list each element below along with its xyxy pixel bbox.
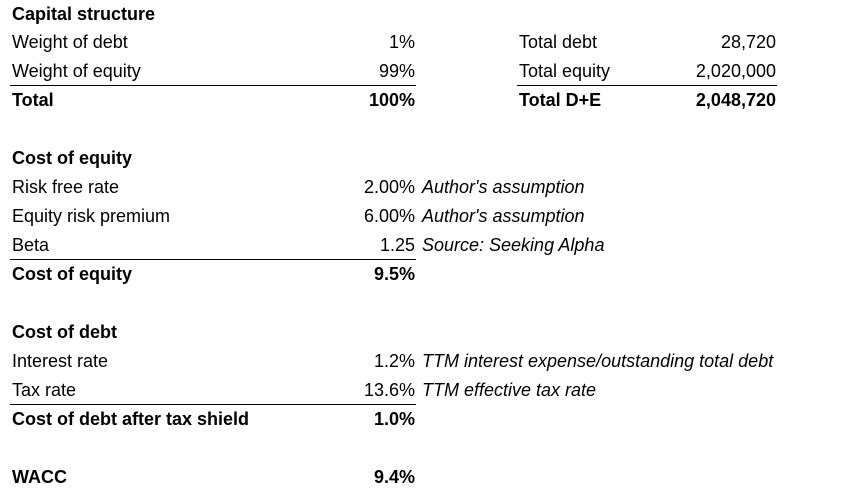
capital-structure-total-row: Total 100% Total D+E 2,048,720 xyxy=(0,86,847,115)
cost-of-equity-result-value: 9.5% xyxy=(373,264,415,284)
tax-rate-value: 13.6% xyxy=(363,380,415,400)
total-de-value: 2,048,720 xyxy=(695,90,776,110)
capital-structure-total-value: 100% xyxy=(368,90,415,110)
capital-structure-heading: Capital structure xyxy=(12,4,156,24)
cost-of-equity-result-label: Cost of equity xyxy=(12,264,132,284)
total-equity-label: Total equity xyxy=(519,61,611,81)
beta-value: 1.25 xyxy=(379,235,415,255)
total-debt-label: Total debt xyxy=(519,32,598,52)
weight-of-debt-row: Weight of debt 1% Total debt 28,720 xyxy=(0,28,847,57)
equity-risk-premium-note: Author's assumption xyxy=(422,206,585,226)
capital-structure-total-label: Total xyxy=(12,90,54,110)
risk-free-rate-value: 2.00% xyxy=(363,177,415,197)
beta-note: Source: Seeking Alpha xyxy=(422,235,605,255)
weight-of-debt-label: Weight of debt xyxy=(12,32,128,52)
interest-rate-label: Interest rate xyxy=(12,351,109,371)
beta-row: Beta 1.25 Source: Seeking Alpha xyxy=(0,231,847,260)
cost-of-debt-result-value: 1.0% xyxy=(373,409,415,429)
cost-of-debt-result-label: Cost of debt after tax shield xyxy=(12,409,250,429)
wacc-row: WACC 9.4% xyxy=(0,463,847,492)
weight-of-equity-row: Weight of equity 99% Total equity 2,020,… xyxy=(0,57,847,86)
cost-of-debt-result-row: Cost of debt after tax shield 1.0% xyxy=(0,405,847,434)
risk-free-rate-label: Risk free rate xyxy=(12,177,120,197)
wacc-value: 9.4% xyxy=(373,467,415,487)
equity-risk-premium-label: Equity risk premium xyxy=(12,206,171,226)
wacc-label: WACC xyxy=(12,467,67,487)
equity-risk-premium-value: 6.00% xyxy=(363,206,415,226)
capital-structure-heading-row: Capital structure xyxy=(0,0,847,29)
cost-of-debt-heading: Cost of debt xyxy=(12,322,117,342)
beta-label: Beta xyxy=(12,235,50,255)
risk-free-rate-note: Author's assumption xyxy=(422,177,585,197)
equity-risk-premium-row: Equity risk premium 6.00% Author's assum… xyxy=(0,202,847,231)
total-de-divider xyxy=(517,85,777,86)
interest-rate-note: TTM interest expense/outstanding total d… xyxy=(422,351,774,371)
cost-of-debt-divider xyxy=(10,404,416,405)
tax-rate-note: TTM effective tax rate xyxy=(422,380,597,400)
weight-of-equity-value: 99% xyxy=(378,61,415,81)
total-debt-value: 28,720 xyxy=(720,32,776,52)
risk-free-rate-row: Risk free rate 2.00% Author's assumption xyxy=(0,173,847,202)
cost-of-equity-divider xyxy=(10,259,416,260)
total-equity-value: 2,020,000 xyxy=(695,61,776,81)
weight-of-equity-label: Weight of equity xyxy=(12,61,141,81)
total-de-label: Total D+E xyxy=(519,90,602,110)
tax-rate-row: Tax rate 13.6% TTM effective tax rate xyxy=(0,376,847,405)
tax-rate-label: Tax rate xyxy=(12,380,77,400)
cost-of-equity-heading-row: Cost of equity xyxy=(0,144,847,173)
capital-structure-total-divider xyxy=(10,85,416,86)
interest-rate-value: 1.2% xyxy=(373,351,415,371)
cost-of-equity-result-row: Cost of equity 9.5% xyxy=(0,260,847,289)
cost-of-equity-heading: Cost of equity xyxy=(12,148,132,168)
weight-of-debt-value: 1% xyxy=(388,32,415,52)
interest-rate-row: Interest rate 1.2% TTM interest expense/… xyxy=(0,347,847,376)
cost-of-debt-heading-row: Cost of debt xyxy=(0,318,847,347)
